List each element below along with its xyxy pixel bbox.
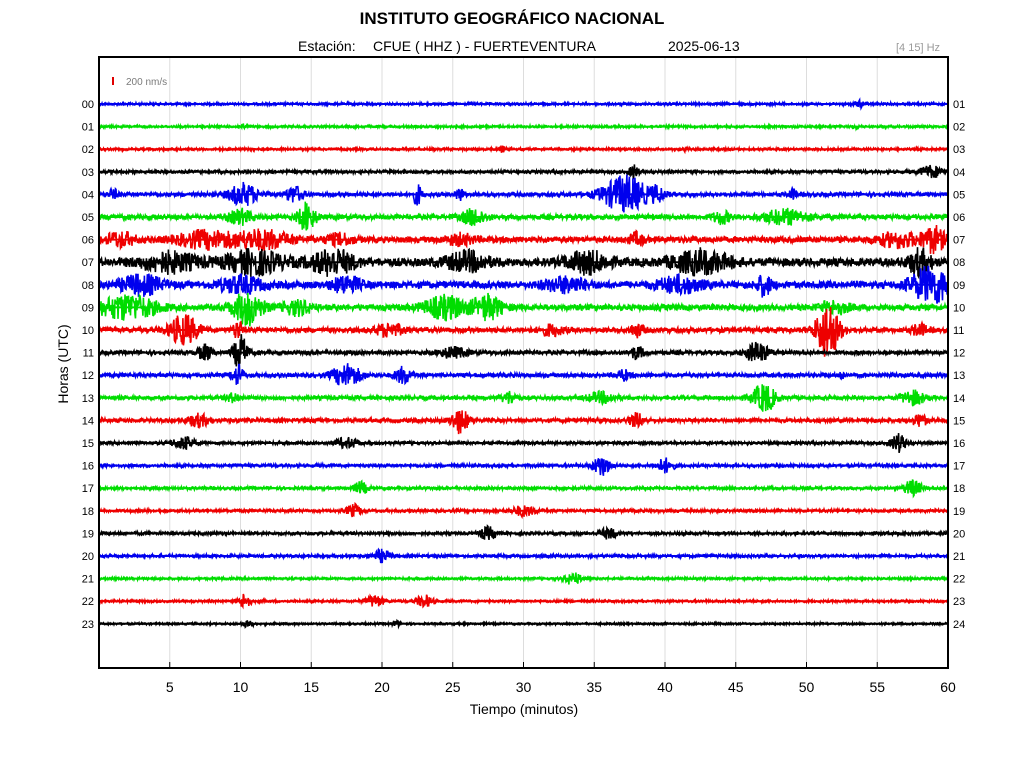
hour-label-left: 17 [82,483,94,495]
hour-label-left: 16 [82,461,94,473]
hour-label-left: 22 [82,596,94,608]
x-tick-label: 10 [233,679,249,695]
hour-label-right: 03 [953,144,965,156]
x-axis-label: Tiempo (minutos) [470,701,578,717]
hour-label-right: 07 [953,235,965,247]
hour-label-right: 23 [953,596,965,608]
station-label: Estación: [298,38,356,54]
hour-label-right: 02 [953,122,965,134]
hour-label-left: 12 [82,370,94,382]
hour-label-left: 21 [82,574,94,586]
hour-label-left: 03 [82,167,94,179]
plot-frame [98,56,949,669]
hour-label-right: 21 [953,551,965,563]
hour-label-left: 04 [82,189,94,201]
x-tick-label: 35 [586,679,602,695]
x-tick-label: 5 [166,679,174,695]
hour-label-left: 19 [82,528,94,540]
grid [169,57,949,668]
hour-label-left: 13 [82,393,94,405]
x-tick-label: 30 [516,679,532,695]
hour-label-left: 07 [82,257,94,269]
hour-label-left: 08 [82,280,94,292]
hour-label-right: 20 [953,528,965,540]
hour-label-left: 09 [82,302,94,314]
hour-label-right: 15 [953,415,965,427]
hour-label-left: 06 [82,235,94,247]
hour-label-left: 20 [82,551,94,563]
x-tick-label: 60 [940,679,956,695]
hour-label-left: 05 [82,212,94,224]
x-tick-label: 20 [374,679,390,695]
hour-label-left: 15 [82,438,94,450]
hour-label-right: 04 [953,167,965,179]
hour-label-right: 12 [953,348,965,360]
hour-label-right: 11 [953,325,964,337]
x-tick-label: 55 [869,679,885,695]
hour-label-right: 13 [953,370,965,382]
x-tick-label: 25 [445,679,461,695]
x-tick-label: 15 [303,679,319,695]
hour-label-right: 17 [953,461,965,473]
hour-label-right: 10 [953,302,965,314]
chart-title: INSTITUTO GEOGRÁFICO NACIONAL [359,9,665,28]
date-label: 2025-06-13 [668,38,740,54]
hour-label-right: 16 [953,438,965,450]
hour-label-right: 19 [953,506,965,518]
hour-label-left: 14 [82,415,94,427]
trace-hour-07 [98,247,949,280]
x-tick-label: 40 [657,679,673,695]
hour-label-left: 10 [82,325,94,337]
hour-label-left: 02 [82,144,94,156]
hour-label-right: 05 [953,189,965,201]
trace-hour-09 [98,292,949,327]
x-tick-label: 50 [799,679,815,695]
hour-label-right: 22 [953,574,965,586]
scale-bar-label: 200 nm/s [126,77,167,88]
x-tick-label: 45 [728,679,744,695]
hour-label-left: 00 [82,99,94,111]
station-name: CFUE ( HHZ ) - FUERTEVENTURA [373,38,596,54]
hour-label-right: 18 [953,483,965,495]
hour-label-left: 11 [83,348,94,360]
hour-label-right: 01 [953,99,965,111]
traces [98,97,949,630]
axis-labels: 5 10 15 20 25 30 35 40 45 50 55 60 00 01 01 02 02 03 03 04 0… [82,99,966,695]
hour-label-right: 24 [953,619,965,631]
hour-label-right: 08 [953,257,965,269]
frequency-band: [4 15] Hz [896,42,941,54]
hour-label-left: 18 [82,506,94,518]
hour-label-left: 01 [82,122,94,134]
hour-label-right: 06 [953,212,965,224]
trace-hour-04 [98,174,949,213]
y-axis-label: Horas (UTC) [55,324,71,403]
hour-label-right: 14 [953,393,965,405]
hour-label-right: 09 [953,280,965,292]
hour-label-left: 23 [82,619,94,631]
